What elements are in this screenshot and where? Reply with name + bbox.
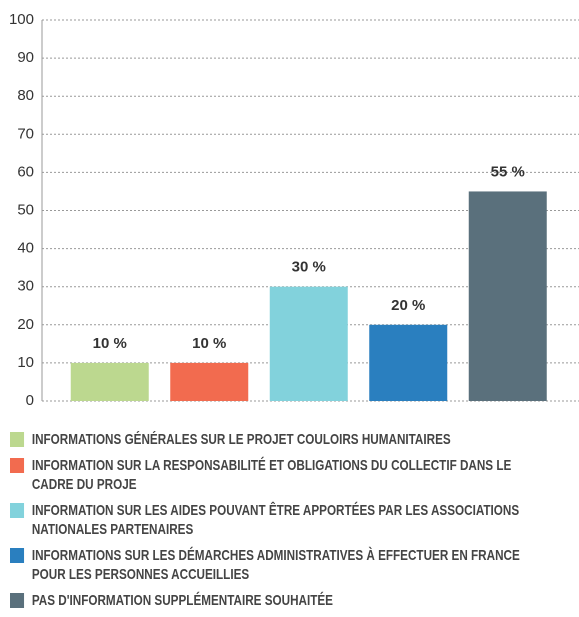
legend-label: INFORMATIONS GÉNÉRALES SUR LE PROJET COU… — [31, 431, 451, 448]
y-tick-label: 20 — [17, 316, 34, 333]
y-tick-label: 40 — [17, 240, 34, 257]
bar — [468, 191, 547, 401]
legend-swatch — [10, 548, 25, 563]
chart: 0 10 20 30 40 50 60 70 80 90 100 10 % 10 % 30 % 20 % 55… — [9, 11, 579, 409]
legend-item: PAS D'INFORMATION SUPPLÉMENTAIRE SOUHAIT… — [10, 591, 548, 610]
legend-item: INFORMATION SUR LES AIDES POUVANT ÊTRE A… — [10, 501, 548, 539]
bar — [269, 286, 348, 401]
y-tick-label: 70 — [17, 125, 34, 142]
legend-item: INFORMATIONS SUR LES DÉMARCHES ADMINISTR… — [10, 546, 548, 584]
legend-label: PAS D'INFORMATION SUPPLÉMENTAIRE SOUHAIT… — [31, 592, 333, 609]
bar — [369, 324, 448, 401]
y-tick-label: 30 — [17, 278, 34, 295]
legend-label: INFORMATION SUR LES AIDES POUVANT ÊTRE A… — [31, 502, 520, 538]
bar — [70, 362, 149, 401]
legend-swatch — [10, 432, 25, 447]
bar — [170, 362, 249, 401]
value-label: 10 % — [93, 335, 127, 352]
legend-item: INFORMATION SUR LA RESPONSABILITÉ ET OBL… — [10, 456, 548, 494]
legend-label: INFORMATIONS SUR LES DÉMARCHES ADMINISTR… — [31, 547, 520, 583]
legend: INFORMATIONS GÉNÉRALES SUR LE PROJET COU… — [10, 430, 548, 617]
y-tick-label: 60 — [17, 163, 34, 180]
y-tick-label: 50 — [17, 201, 34, 218]
value-label: 20 % — [391, 297, 425, 314]
y-tick-label: 90 — [17, 49, 34, 66]
legend-swatch — [10, 458, 25, 473]
page: 0 10 20 30 40 50 60 70 80 90 100 10 % 10 % 30 % 20 % 55… — [8, 10, 579, 609]
y-tick-label: 0 — [26, 392, 34, 409]
y-tick-label: 10 — [17, 354, 34, 371]
legend-label: INFORMATION SUR LA RESPONSABILITÉ ET OBL… — [31, 457, 512, 493]
value-label: 30 % — [292, 259, 326, 276]
legend-item: INFORMATIONS GÉNÉRALES SUR LE PROJET COU… — [10, 430, 548, 449]
legend-swatch — [10, 503, 25, 518]
value-label: 55 % — [491, 163, 525, 180]
value-label: 10 % — [192, 335, 226, 352]
y-tick-label: 100 — [9, 11, 34, 28]
legend-swatch — [10, 593, 25, 608]
y-tick-label: 80 — [17, 87, 34, 104]
